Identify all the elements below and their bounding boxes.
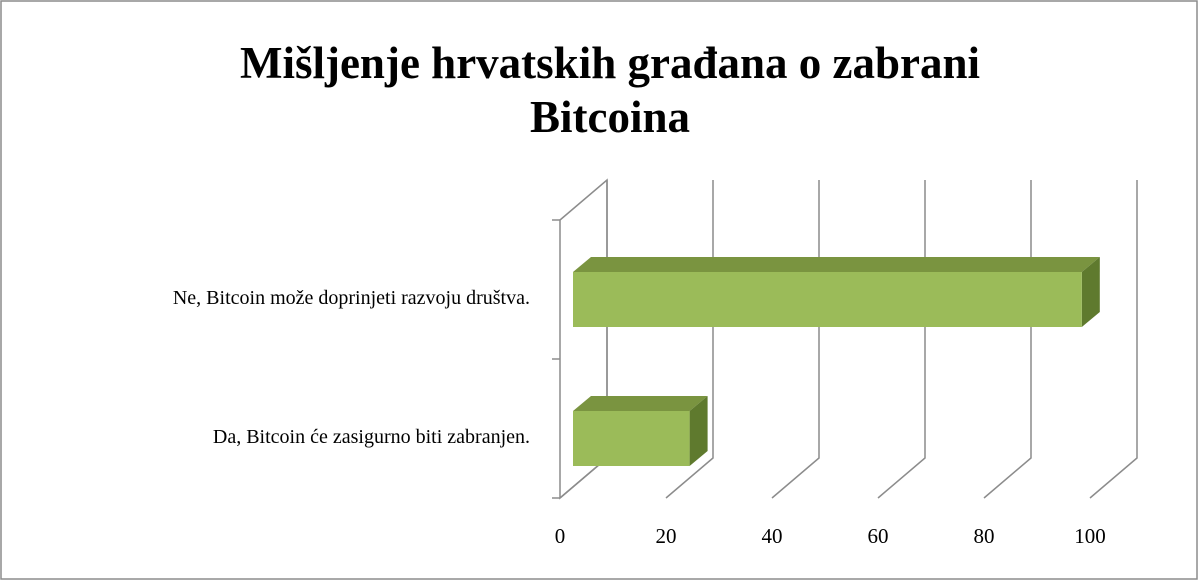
x-tick-label: 0 <box>555 524 566 548</box>
y-tick-label: Da, Bitcoin će zasigurno biti zabranjen. <box>213 426 530 448</box>
chart-title: Mišljenje hrvatskih građana o zabrani Bit… <box>240 38 980 142</box>
x-tick-label: 80 <box>974 524 995 548</box>
y-tick-label: Ne, Bitcoin može doprinjeti razvoju druš… <box>173 287 530 309</box>
x-tick-label: 60 <box>868 524 889 548</box>
bar-top <box>573 257 1100 272</box>
bar-side <box>1081 257 1100 327</box>
bar-side <box>689 396 708 466</box>
bar-top <box>573 396 708 411</box>
x-tick-label: 20 <box>656 524 677 548</box>
grid-line <box>1089 180 1138 499</box>
bar <box>573 411 690 466</box>
x-tick-label: 100 <box>1074 524 1106 548</box>
x-tick-label: 40 <box>762 524 783 548</box>
bar <box>573 272 1082 327</box>
